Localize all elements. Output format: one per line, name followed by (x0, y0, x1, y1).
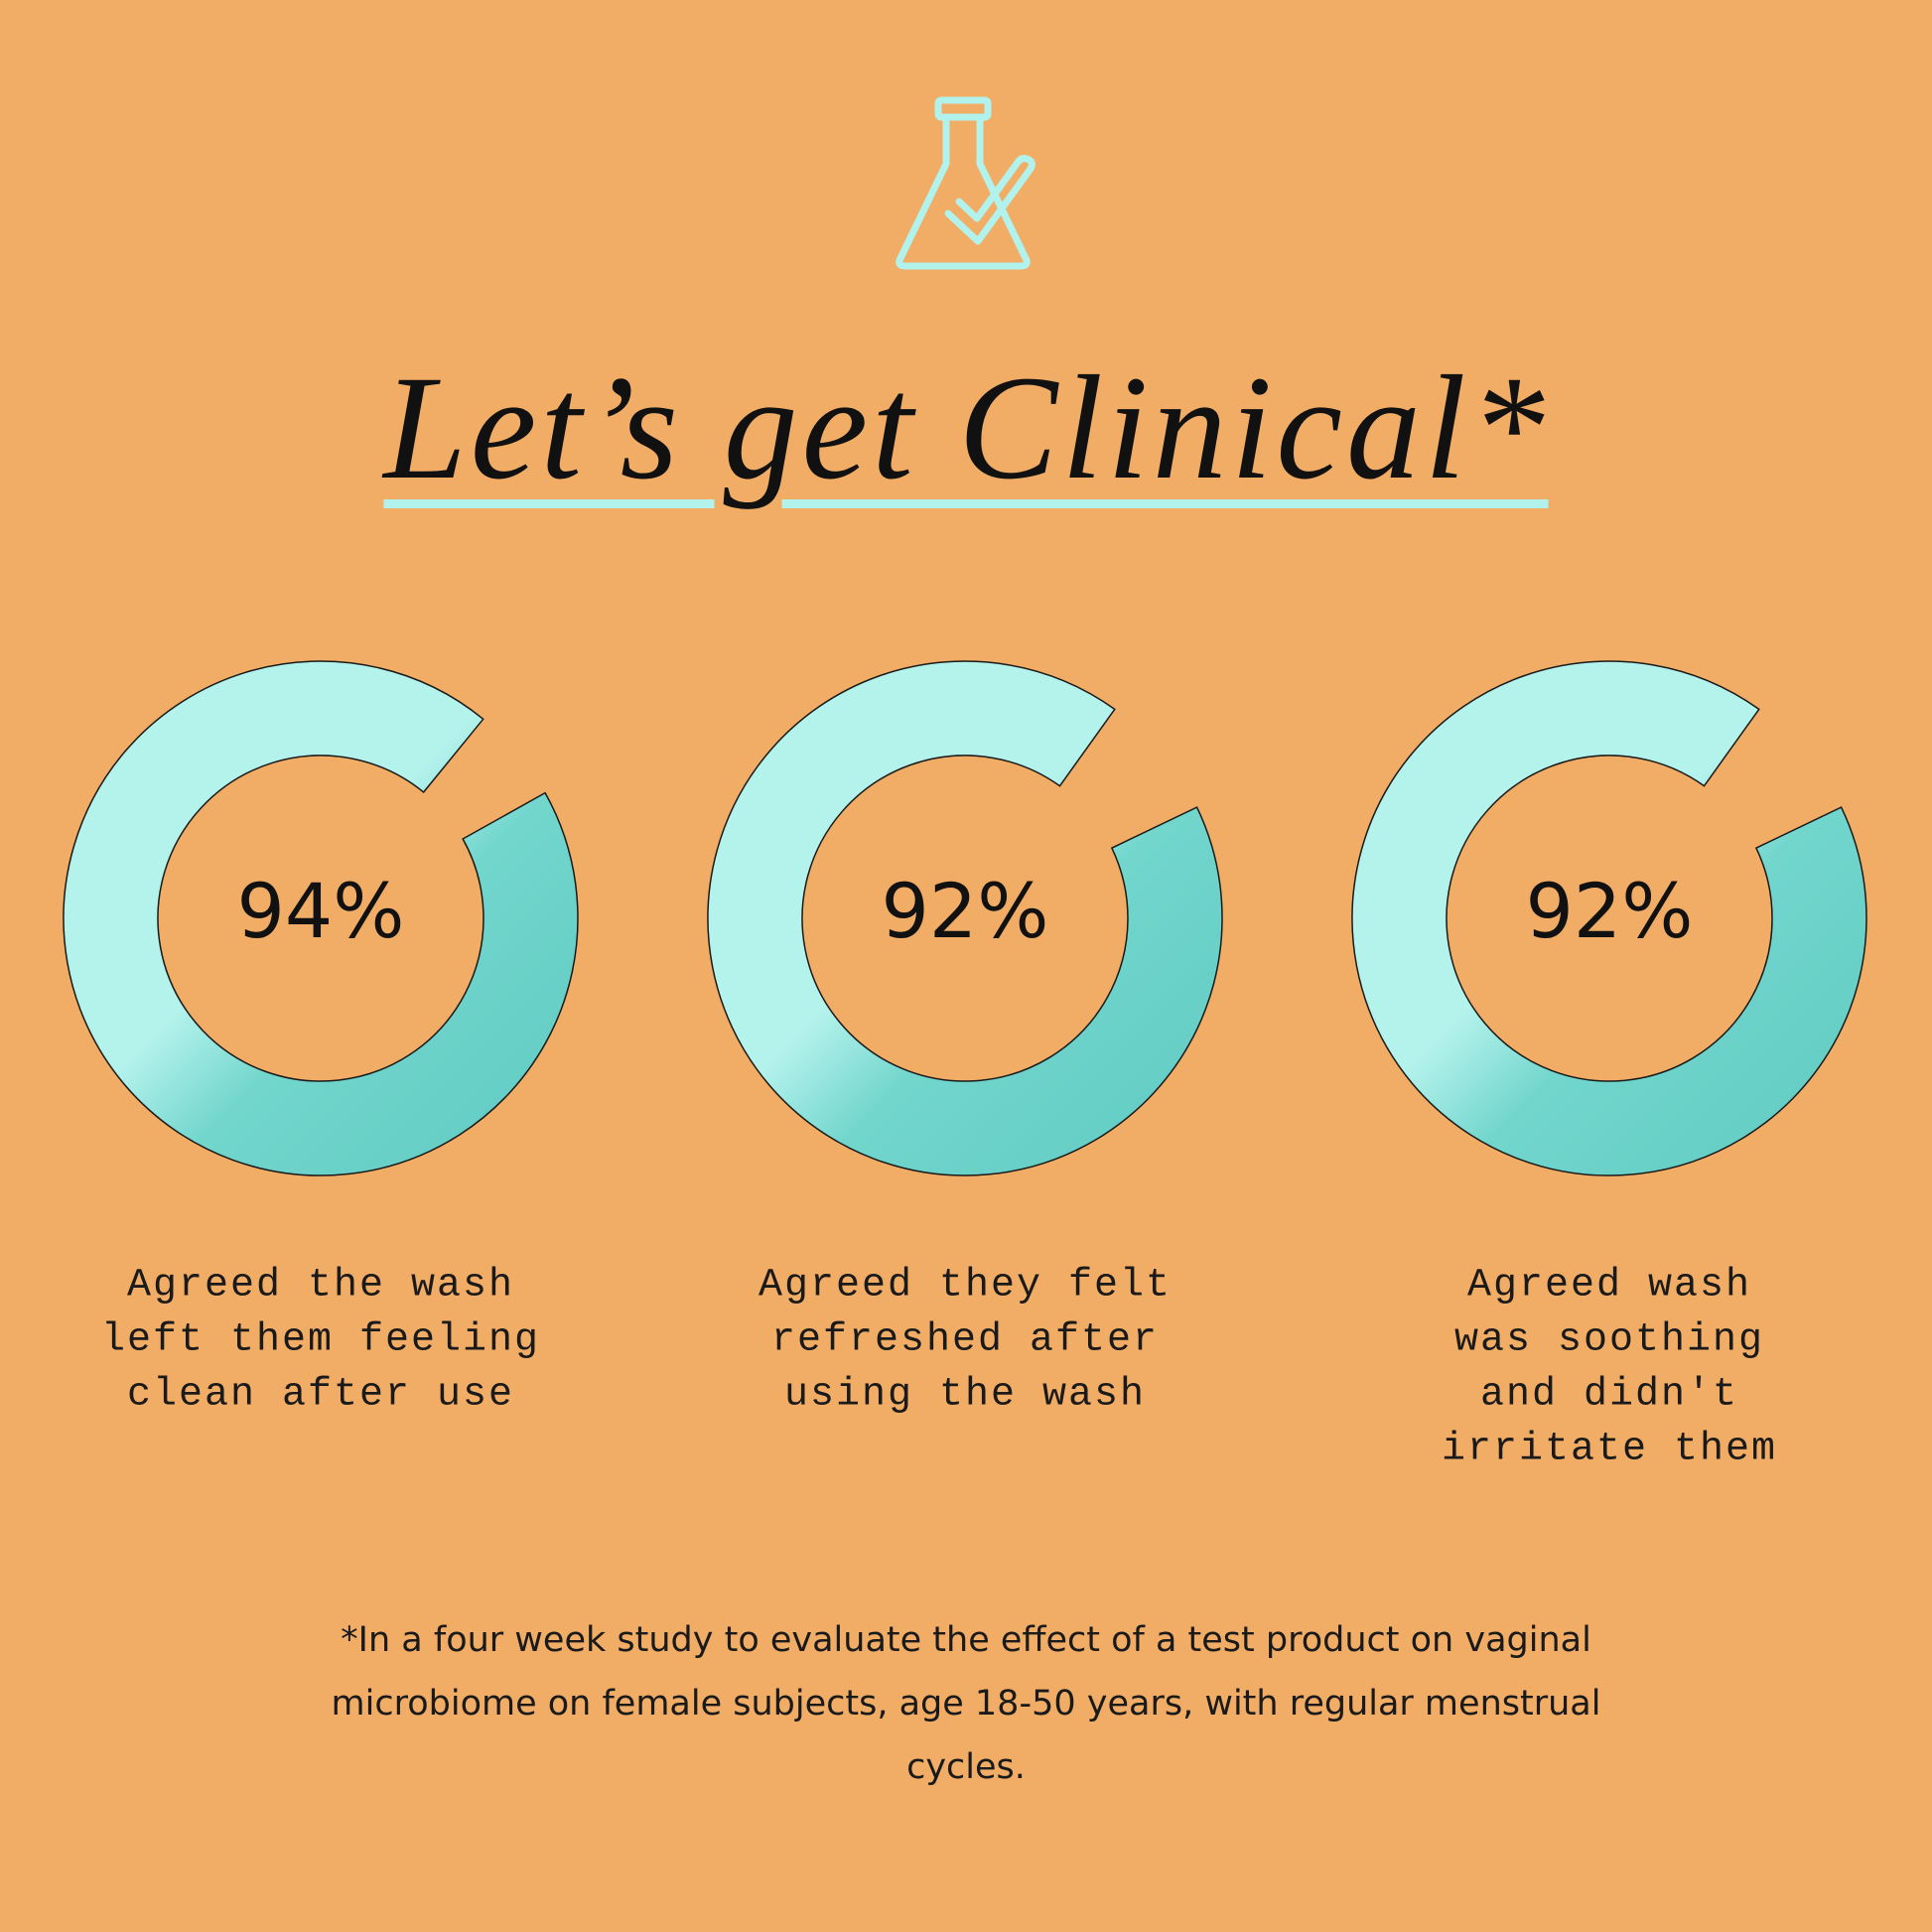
footnote: *In a four week study to evaluate the ef… (331, 1620, 1601, 1787)
caption-line: and didn't (1480, 1373, 1738, 1418)
caption-line: refreshed after (771, 1318, 1159, 1363)
caption-line: Agreed the wash (127, 1264, 514, 1309)
flask-icon (896, 96, 1035, 270)
caption-line: clean after use (127, 1373, 514, 1418)
caption-line: left them feeling (101, 1318, 540, 1363)
caption-line: was soothing (1454, 1318, 1764, 1363)
value-label: 94% (237, 867, 405, 955)
caption-line: Agreed they felt (759, 1264, 1172, 1309)
caption-line: Agreed wash (1467, 1264, 1751, 1309)
donut-charts: 94% Agreed the wash left them feeling clean… (63, 660, 1867, 1472)
caption-line: using the wash (784, 1373, 1146, 1418)
donut-ring (707, 660, 1223, 1176)
donut-ring (1351, 660, 1867, 1176)
value-label: 92% (1526, 867, 1694, 955)
caption-line: irritate them (1442, 1428, 1777, 1472)
title: Let’s get Clinical* (383, 345, 1549, 510)
value-label: 92% (882, 867, 1049, 955)
donut-ring (63, 660, 579, 1176)
